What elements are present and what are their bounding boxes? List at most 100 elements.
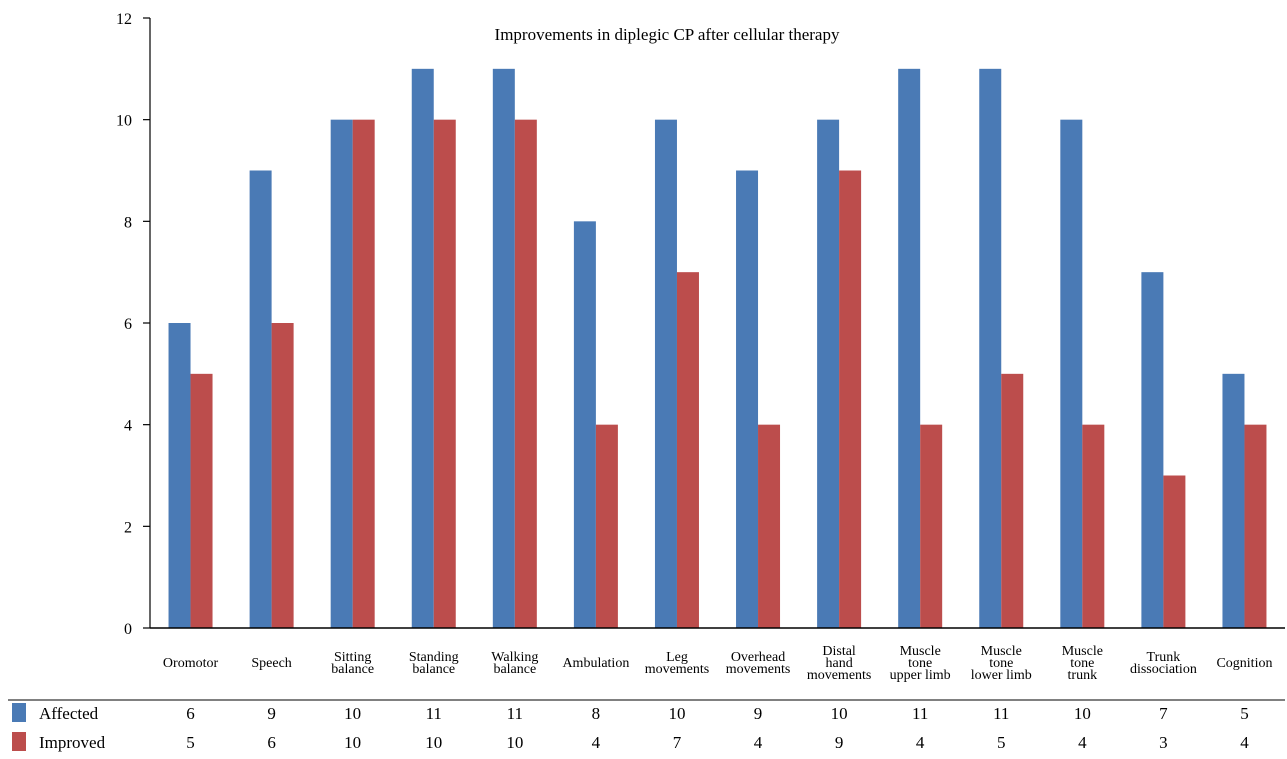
bar-affected-11 — [1060, 119, 1083, 629]
x-category-label: Muscle — [900, 644, 941, 659]
x-category-label: movements — [807, 668, 872, 683]
y-axis: 0 2 4 6 8 10 12 — [116, 11, 151, 638]
y-tick-label: 0 — [124, 621, 132, 638]
table-value: 3 — [1159, 733, 1168, 752]
y-tick-label: 4 — [124, 418, 132, 435]
x-category-label: tone — [989, 656, 1013, 671]
x-category-label: Muscle — [1062, 644, 1103, 659]
x-category-label: upper limb — [890, 668, 951, 683]
bar-improved-11 — [1082, 424, 1105, 628]
bar-improved-5 — [595, 424, 618, 628]
x-category-label: Overhead — [731, 650, 785, 665]
bar-improved-9 — [920, 424, 943, 628]
x-category-label: tone — [908, 656, 932, 671]
bar-improved-2 — [352, 119, 375, 629]
table-value: 11 — [426, 704, 442, 723]
x-category-label: balance — [331, 662, 374, 677]
chart-title: Improvements in diplegic CP after cellul… — [495, 25, 840, 44]
table-value: 10 — [344, 704, 361, 723]
bar-improved-12 — [1163, 475, 1186, 628]
x-category-label: lower limb — [971, 668, 1032, 683]
table-value: 6 — [186, 704, 195, 723]
y-tick-label: 10 — [116, 113, 132, 130]
data-table: Affected 6 9 10 11 11 8 10 9 10 11 11 10 7 5 Improved 5 6… — [8, 699, 1285, 752]
table-value: 9 — [267, 704, 276, 723]
bar-affected-8 — [817, 119, 840, 629]
table-value: 10 — [425, 733, 442, 752]
x-category-label: Trunk — [1147, 650, 1181, 665]
bar-improved-1 — [271, 323, 294, 628]
bar-improved-8 — [839, 170, 862, 628]
y-tick-label: 8 — [124, 214, 132, 231]
y-tick-label: 12 — [116, 11, 132, 28]
table-value: 10 — [668, 704, 685, 723]
bar-affected-10 — [979, 68, 1002, 629]
legend-label-improved: Improved — [39, 733, 106, 752]
x-category-label: balance — [493, 662, 536, 677]
x-category-label: Leg — [666, 650, 688, 665]
x-category-label: Muscle — [981, 644, 1022, 659]
bar-improved-13 — [1244, 424, 1267, 628]
x-category-label: Standing — [409, 650, 459, 665]
table-value: 4 — [916, 733, 925, 752]
table-value: 7 — [673, 733, 682, 752]
bar-affected-2 — [330, 119, 353, 629]
x-category-label: tone — [1070, 656, 1094, 671]
y-tick-label: 2 — [124, 519, 132, 536]
table-value: 5 — [186, 733, 195, 752]
bar-affected-13 — [1222, 373, 1245, 628]
legend-label-affected: Affected — [39, 704, 99, 723]
table-value: 10 — [1074, 704, 1091, 723]
bar-improved-4 — [514, 119, 537, 629]
table-value: 4 — [1240, 733, 1249, 752]
table-value: 11 — [507, 704, 523, 723]
legend-swatch-improved — [12, 732, 26, 751]
bar-affected-0 — [168, 323, 191, 628]
bar-improved-10 — [1001, 373, 1024, 628]
bar-affected-5 — [573, 221, 596, 629]
table-value: 4 — [754, 733, 763, 752]
table-value: 9 — [754, 704, 763, 723]
table-value: 10 — [831, 704, 848, 723]
x-category-label: hand — [825, 656, 852, 671]
x-axis: Oromotor Speech SittingbalanceStandingbala… — [150, 627, 1285, 683]
bar-affected-12 — [1141, 272, 1164, 628]
table-value: 4 — [592, 733, 601, 752]
bar-improved-0 — [190, 373, 213, 628]
x-category-label: Sitting — [334, 650, 371, 665]
table-value: 8 — [592, 704, 601, 723]
x-category-label: Oromotor — [163, 656, 219, 671]
table-value: 6 — [267, 733, 276, 752]
bar-improved-7 — [758, 424, 781, 628]
x-category-label: dissociation — [1130, 662, 1197, 677]
table-value: 10 — [506, 733, 523, 752]
bar-improved-6 — [676, 272, 699, 628]
bar-affected-4 — [492, 68, 515, 629]
bar-affected-9 — [898, 68, 921, 629]
table-value: 11 — [993, 704, 1009, 723]
x-category-label: Cognition — [1216, 656, 1272, 671]
bar-affected-1 — [249, 170, 272, 628]
legend-swatch-affected — [12, 703, 26, 722]
x-category-label: movements — [645, 662, 710, 677]
table-value: 9 — [835, 733, 844, 752]
table-value: 10 — [344, 733, 361, 752]
table-value: 5 — [1240, 704, 1249, 723]
bar-affected-7 — [736, 170, 759, 628]
bar-affected-6 — [654, 119, 677, 629]
x-category-label: Walking — [491, 650, 538, 665]
table-value: 4 — [1078, 733, 1087, 752]
x-category-label: balance — [412, 662, 455, 677]
x-category-label: movements — [726, 662, 791, 677]
x-category-label: trunk — [1068, 668, 1098, 683]
y-tick-label: 6 — [124, 316, 132, 333]
bar-improved-3 — [433, 119, 456, 629]
x-category-label: Distal — [822, 644, 856, 659]
x-category-label: Speech — [251, 656, 291, 671]
bars — [168, 68, 1267, 629]
x-category-label: Ambulation — [562, 656, 629, 671]
bar-affected-3 — [411, 68, 434, 629]
table-value: 11 — [912, 704, 928, 723]
table-value: 7 — [1159, 704, 1168, 723]
